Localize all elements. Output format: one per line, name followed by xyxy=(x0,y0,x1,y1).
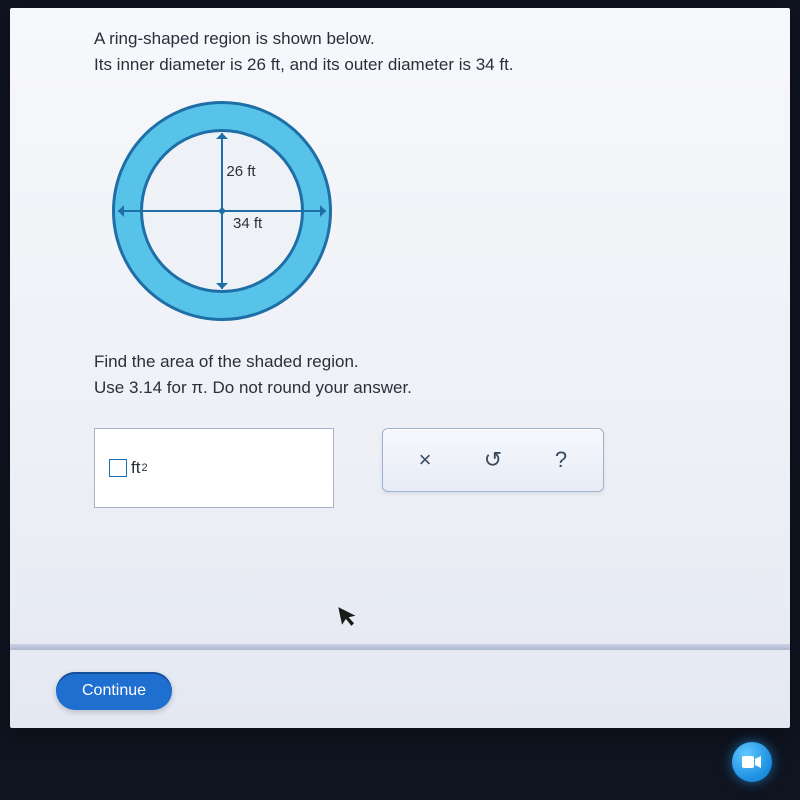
question-line-2: Its inner diameter is 26 ft, and its out… xyxy=(94,52,762,78)
instruction-line-1: Find the area of the shaded region. xyxy=(94,349,762,375)
arrow-up-icon xyxy=(216,127,228,139)
help-button[interactable]: ? xyxy=(541,440,581,480)
answer-input-box[interactable]: ft 2 xyxy=(94,428,334,508)
laptop-screen: A ring-shaped region is shown below. Its… xyxy=(0,0,800,800)
answer-unit-base: ft xyxy=(131,458,140,478)
clear-button[interactable]: × xyxy=(405,440,445,480)
arrow-left-icon xyxy=(112,205,124,217)
question-line-1: A ring-shaped region is shown below. xyxy=(94,26,762,52)
x-icon: × xyxy=(419,447,432,473)
problem-page: A ring-shaped region is shown below. Its… xyxy=(10,8,790,728)
question-mark-icon: ? xyxy=(555,447,567,473)
inner-diameter-label: 26 ft xyxy=(226,163,255,180)
continue-button[interactable]: Continue xyxy=(56,672,172,710)
mouse-cursor-icon xyxy=(337,602,363,636)
camera-icon xyxy=(742,755,762,769)
arrow-down-icon xyxy=(216,283,228,295)
answer-unit-exponent: 2 xyxy=(141,462,147,474)
tool-panel: × ↺ ? xyxy=(382,428,604,492)
center-point xyxy=(219,208,225,214)
section-divider xyxy=(10,644,790,650)
reset-icon: ↺ xyxy=(484,447,502,473)
arrow-right-icon xyxy=(320,205,332,217)
ring-diagram: 26 ft 34 ft xyxy=(112,101,762,321)
reset-button[interactable]: ↺ xyxy=(473,440,513,480)
answer-row: ft 2 × ↺ ? xyxy=(94,428,762,508)
instruction-line-2: Use 3.14 for π. Do not round your answer… xyxy=(94,375,762,401)
video-call-taskbar-icon[interactable] xyxy=(732,742,772,782)
answer-input-placeholder[interactable] xyxy=(109,459,127,477)
outer-diameter-label: 34 ft xyxy=(233,215,262,232)
